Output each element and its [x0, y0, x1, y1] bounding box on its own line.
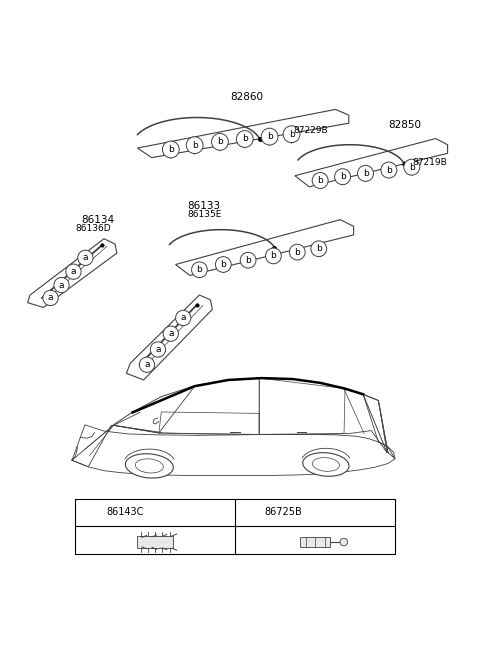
Text: 86135E: 86135E — [188, 210, 222, 219]
Circle shape — [312, 172, 328, 189]
Circle shape — [404, 159, 420, 175]
Circle shape — [66, 264, 81, 279]
Ellipse shape — [125, 454, 173, 478]
Text: 87229B: 87229B — [293, 126, 328, 135]
Polygon shape — [176, 219, 354, 276]
Text: 87219B: 87219B — [413, 158, 447, 167]
Polygon shape — [126, 295, 212, 380]
Circle shape — [216, 257, 231, 272]
Text: 86136D: 86136D — [75, 224, 111, 233]
Circle shape — [139, 357, 155, 372]
Circle shape — [212, 134, 228, 150]
Circle shape — [265, 248, 281, 264]
FancyBboxPatch shape — [75, 499, 395, 554]
Circle shape — [162, 141, 179, 158]
Text: b: b — [316, 244, 322, 253]
Text: b: b — [245, 255, 251, 265]
Circle shape — [289, 244, 305, 260]
Ellipse shape — [303, 453, 349, 476]
Text: a: a — [83, 253, 88, 262]
Text: b: b — [386, 166, 392, 174]
Circle shape — [236, 130, 253, 147]
Text: a: a — [71, 267, 76, 276]
Text: b: b — [340, 172, 346, 181]
Circle shape — [283, 126, 300, 143]
Text: b: b — [362, 169, 368, 178]
Text: a: a — [48, 293, 53, 303]
Text: 86725B: 86725B — [265, 508, 302, 517]
Text: b: b — [197, 265, 202, 274]
Polygon shape — [28, 238, 117, 307]
Text: b: b — [294, 248, 300, 257]
Circle shape — [240, 252, 256, 268]
Polygon shape — [137, 109, 349, 158]
Polygon shape — [72, 425, 114, 467]
Text: b: b — [217, 138, 223, 146]
Circle shape — [381, 162, 397, 178]
Circle shape — [186, 137, 203, 154]
Text: a: a — [144, 360, 150, 369]
Text: a: a — [59, 280, 64, 290]
FancyBboxPatch shape — [137, 536, 173, 548]
Circle shape — [86, 504, 103, 521]
Text: 86133: 86133 — [188, 200, 221, 210]
Circle shape — [358, 165, 373, 181]
Polygon shape — [363, 394, 395, 458]
Circle shape — [192, 262, 207, 278]
Text: a: a — [180, 314, 186, 322]
Text: b: b — [242, 134, 248, 143]
Text: b: b — [317, 176, 323, 185]
Text: b: b — [220, 260, 226, 269]
Circle shape — [150, 342, 166, 357]
Text: b: b — [267, 132, 273, 141]
Circle shape — [43, 290, 58, 305]
Text: a: a — [155, 345, 161, 354]
Text: b: b — [271, 252, 276, 261]
Text: 82850: 82850 — [388, 121, 421, 130]
Text: b: b — [409, 162, 415, 172]
Circle shape — [176, 310, 191, 326]
Circle shape — [245, 504, 262, 521]
Circle shape — [261, 128, 278, 145]
Circle shape — [340, 538, 348, 546]
Text: b: b — [168, 145, 174, 154]
Circle shape — [311, 241, 326, 257]
Text: a: a — [168, 329, 174, 338]
Text: b: b — [251, 508, 256, 517]
Circle shape — [54, 277, 69, 293]
Text: b: b — [192, 141, 198, 150]
Text: b: b — [288, 130, 294, 139]
Text: 82860: 82860 — [231, 92, 264, 102]
Text: 86134: 86134 — [82, 215, 115, 225]
Circle shape — [163, 326, 179, 341]
Polygon shape — [295, 138, 447, 187]
FancyBboxPatch shape — [300, 537, 330, 547]
Text: a: a — [92, 508, 97, 517]
Circle shape — [78, 250, 93, 265]
Circle shape — [335, 169, 350, 185]
Text: 86143C: 86143C — [107, 508, 144, 517]
